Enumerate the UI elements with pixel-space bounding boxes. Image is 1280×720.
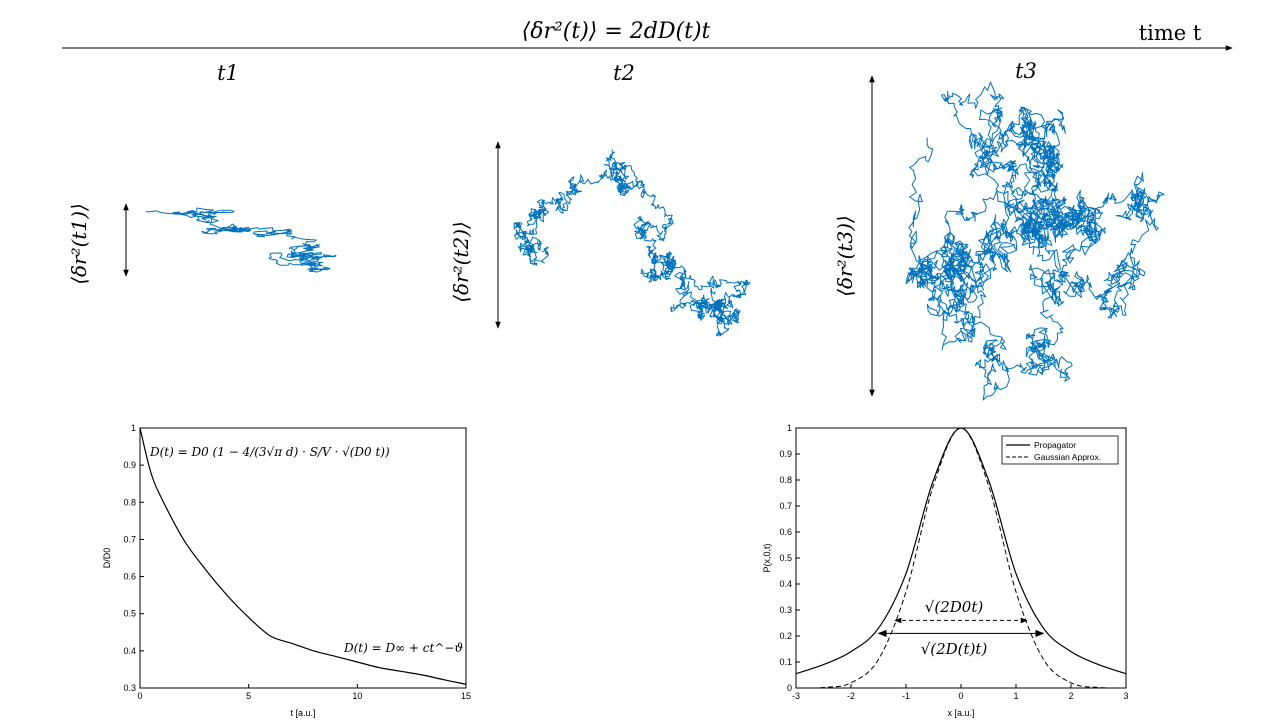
chart-left-ytick-label: 1 <box>131 423 136 433</box>
chart-left-ytick-label: 0.5 <box>123 609 136 619</box>
time-label-t1: t1 <box>217 61 239 85</box>
chart-right-ytick-label: 0.6 <box>779 527 792 537</box>
chart-left-xtick-label: 15 <box>461 691 471 701</box>
chart-right-ytick-label: 0.8 <box>779 475 792 485</box>
chart-right-ylabel: P(x,0,t) <box>762 543 772 572</box>
legend-label-gaussian: Gaussian Approx. <box>1034 452 1101 462</box>
chart-right-ytick-label: 0.3 <box>779 605 792 615</box>
chart-right-propagator-curve <box>795 427 1127 675</box>
chart-right-xlabel: x [a.u.] <box>947 708 974 718</box>
chart-right-ytick-label: 0.7 <box>779 501 792 511</box>
walk-t1 <box>146 207 337 273</box>
chart-left-curve <box>139 427 467 685</box>
chart-left-ytick-label: 0.9 <box>123 460 136 470</box>
diffusion-coefficient-chart: 0 5 10 15 0.3 0.4 0.5 0.6 0.7 0.8 0.9 1 D(t) = D0 (… <box>102 423 471 718</box>
time-label-t2: t2 <box>613 61 635 85</box>
width-label-dt: √(2D(t)t) <box>921 640 988 658</box>
chart-right-xtick-label: 3 <box>1123 691 1128 701</box>
chart-left-annotation-long-time: D(t) = D∞ + ct^−ϑ <box>343 641 463 655</box>
chart-left-xlabel: t [a.u.] <box>290 708 315 718</box>
chart-right-xtick-label: -3 <box>792 691 800 701</box>
chart-left-ytick-label: 0.7 <box>123 534 136 544</box>
time-label-t3: t3 <box>1015 59 1037 83</box>
chart-left-ytick-label: 0.6 <box>123 572 136 582</box>
chart-right-ytick-label: 0.4 <box>779 579 792 589</box>
chart-right-xtick-label: -2 <box>847 691 855 701</box>
chart-left-xtick-label: 0 <box>137 691 142 701</box>
chart-right-xtick-label: 0 <box>958 691 963 701</box>
msd-label-t3: ⟨δr²(t3)⟩ <box>833 215 857 297</box>
chart-left-annotation-short-time: D(t) = D0 (1 − 4/(3√π d) · S/V · √(D0 t)… <box>149 445 390 459</box>
walk-t2 <box>513 149 751 337</box>
msd-formula: ⟨δr²(t)⟩ = 2dD(t)t <box>522 19 711 44</box>
walk-t3 <box>905 81 1165 401</box>
legend-label-propagator: Propagator <box>1034 440 1076 450</box>
chart-left-ytick-label: 0.4 <box>123 646 136 656</box>
chart-right-xtick-label: -1 <box>902 691 910 701</box>
chart-right-legend <box>1001 435 1119 465</box>
random-walks <box>146 81 1165 401</box>
chart-left-frame <box>139 427 467 689</box>
chart-right-xtick-label: 1 <box>1013 691 1018 701</box>
chart-left-xtick-label: 10 <box>352 691 362 701</box>
chart-right-ytick-label: 0.9 <box>779 449 792 459</box>
chart-right-ytick-label: 0 <box>787 683 792 693</box>
chart-right-ytick-label: 1 <box>787 423 792 433</box>
chart-right-xtick-label: 2 <box>1068 691 1073 701</box>
msd-label-t1: ⟨δr²(t1)⟩ <box>67 203 91 285</box>
chart-right-ytick-label: 0.2 <box>779 631 792 641</box>
chart-left-xtick-label: 5 <box>246 691 251 701</box>
width-label-d0: √(2D0t) <box>925 598 984 616</box>
chart-right-ytick-label: 0.5 <box>779 553 792 563</box>
chart-left-ylabel: D/D0 <box>102 548 112 569</box>
chart-left-ytick-label: 0.8 <box>123 497 136 507</box>
chart-left-ytick-label: 0.3 <box>123 683 136 693</box>
msd-label-t2: ⟨δr²(t2)⟩ <box>449 221 473 303</box>
propagator-chart: -3 -2 -1 0 1 2 300.10.20.30.40.50.60.70.80.91 … <box>762 423 1129 718</box>
time-axis-label: time t <box>1139 21 1202 45</box>
chart-right-ytick-label: 0.1 <box>779 657 792 667</box>
